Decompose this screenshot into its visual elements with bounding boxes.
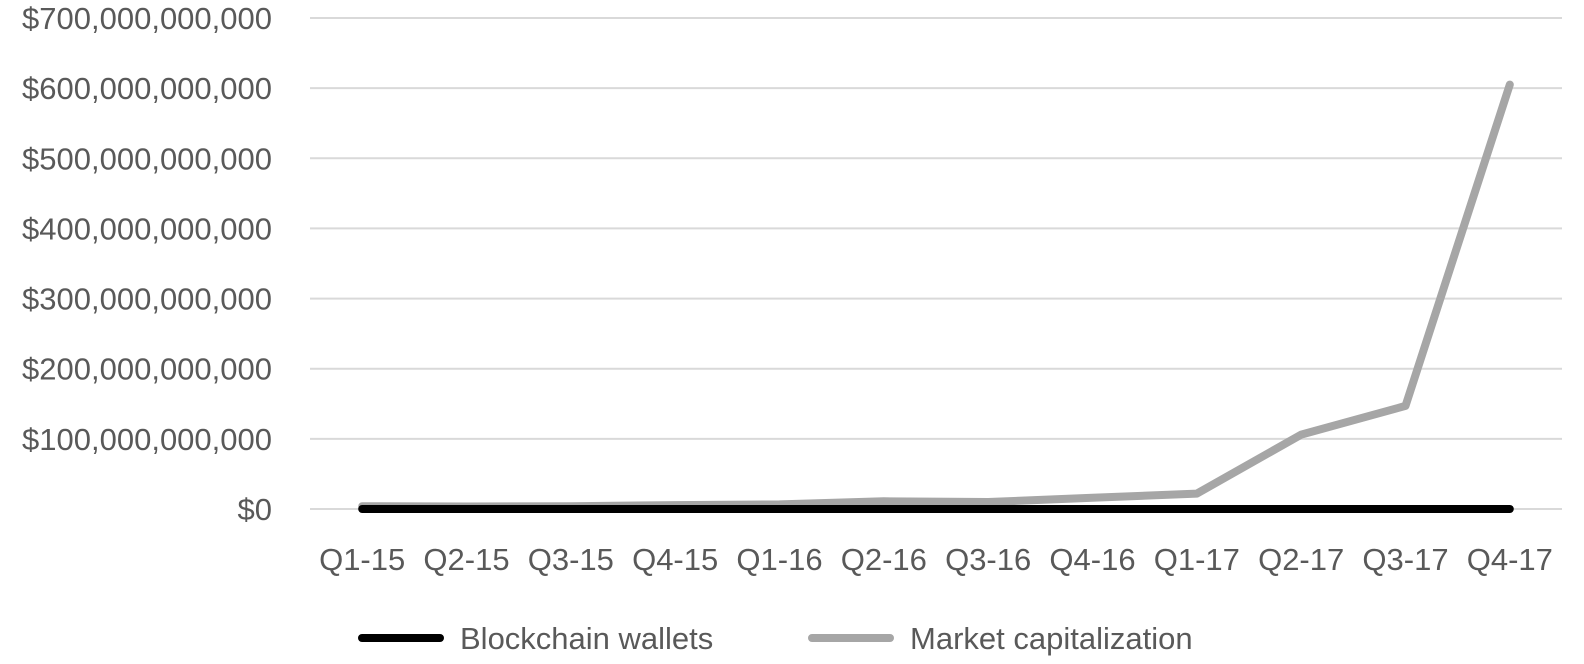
data-point-blockchain-wallets [1509,508,1511,510]
series-lines [358,80,1514,513]
legend-label-blockchain-wallets: Blockchain wallets [460,621,713,656]
legend-label-market-capitalization: Market capitalization [910,621,1193,656]
data-point-blockchain-wallets [466,508,467,510]
data-point-blockchain-wallets [1092,508,1093,510]
y-tick-label: $0 [238,492,272,527]
data-point-blockchain-wallets [674,508,676,510]
x-tick-label: Q2-15 [423,542,509,577]
y-tick-label: $600,000,000,000 [22,71,272,106]
y-tick-label: $500,000,000,000 [22,141,272,176]
data-point-blockchain-wallets [779,508,780,510]
data-point-market-capitalization [779,503,780,505]
x-tick-label: Q3-17 [1362,542,1448,577]
x-tick-label: Q4-17 [1467,542,1553,577]
y-tick-label: $100,000,000,000 [22,422,272,457]
legend: Blockchain wallets Market capitalization [358,621,1193,656]
data-point-blockchain-wallets [361,508,363,510]
x-tick-label: Q3-15 [528,542,614,577]
data-point-market-capitalization [1405,405,1406,407]
data-point-blockchain-wallets [1196,508,1198,510]
y-tick-label: $300,000,000,000 [22,282,272,317]
data-point-blockchain-wallets [1300,508,1302,510]
x-tick-label: Q2-17 [1258,542,1344,577]
data-point-market-capitalization [1300,434,1302,436]
data-point-market-capitalization [1196,493,1198,495]
x-axis-tick-labels: Q1-15 Q2-15 Q3-15 Q4-15 Q1-16 Q2-16 Q3-16 Q4-16… [319,542,1553,577]
x-tick-label: Q3-16 [945,542,1031,577]
x-tick-label: Q4-15 [632,542,718,577]
y-tick-label: $400,000,000,000 [22,211,272,246]
y-tick-label: $200,000,000,000 [22,352,272,387]
x-tick-label: Q2-16 [841,542,927,577]
data-point-market-capitalization [1509,84,1511,86]
x-tick-label: Q1-17 [1154,542,1240,577]
x-tick-label: Q1-15 [319,542,405,577]
data-point-market-capitalization [1092,497,1093,499]
data-point-market-capitalization [987,501,989,503]
y-axis-tick-labels: $0 $100,000,000,000 $200,000,000,000 $300,0… [22,1,272,527]
x-tick-label: Q1-16 [736,542,822,577]
data-point-blockchain-wallets [883,508,885,510]
data-point-blockchain-wallets [1405,508,1406,510]
series-line-market-capitalization [358,80,1514,511]
data-point-blockchain-wallets [570,508,572,510]
data-point-market-capitalization [883,500,885,502]
gridlines [310,17,1562,510]
x-tick-label: Q4-16 [1049,542,1135,577]
y-tick-label: $700,000,000,000 [22,1,272,36]
data-point-blockchain-wallets [987,508,989,510]
